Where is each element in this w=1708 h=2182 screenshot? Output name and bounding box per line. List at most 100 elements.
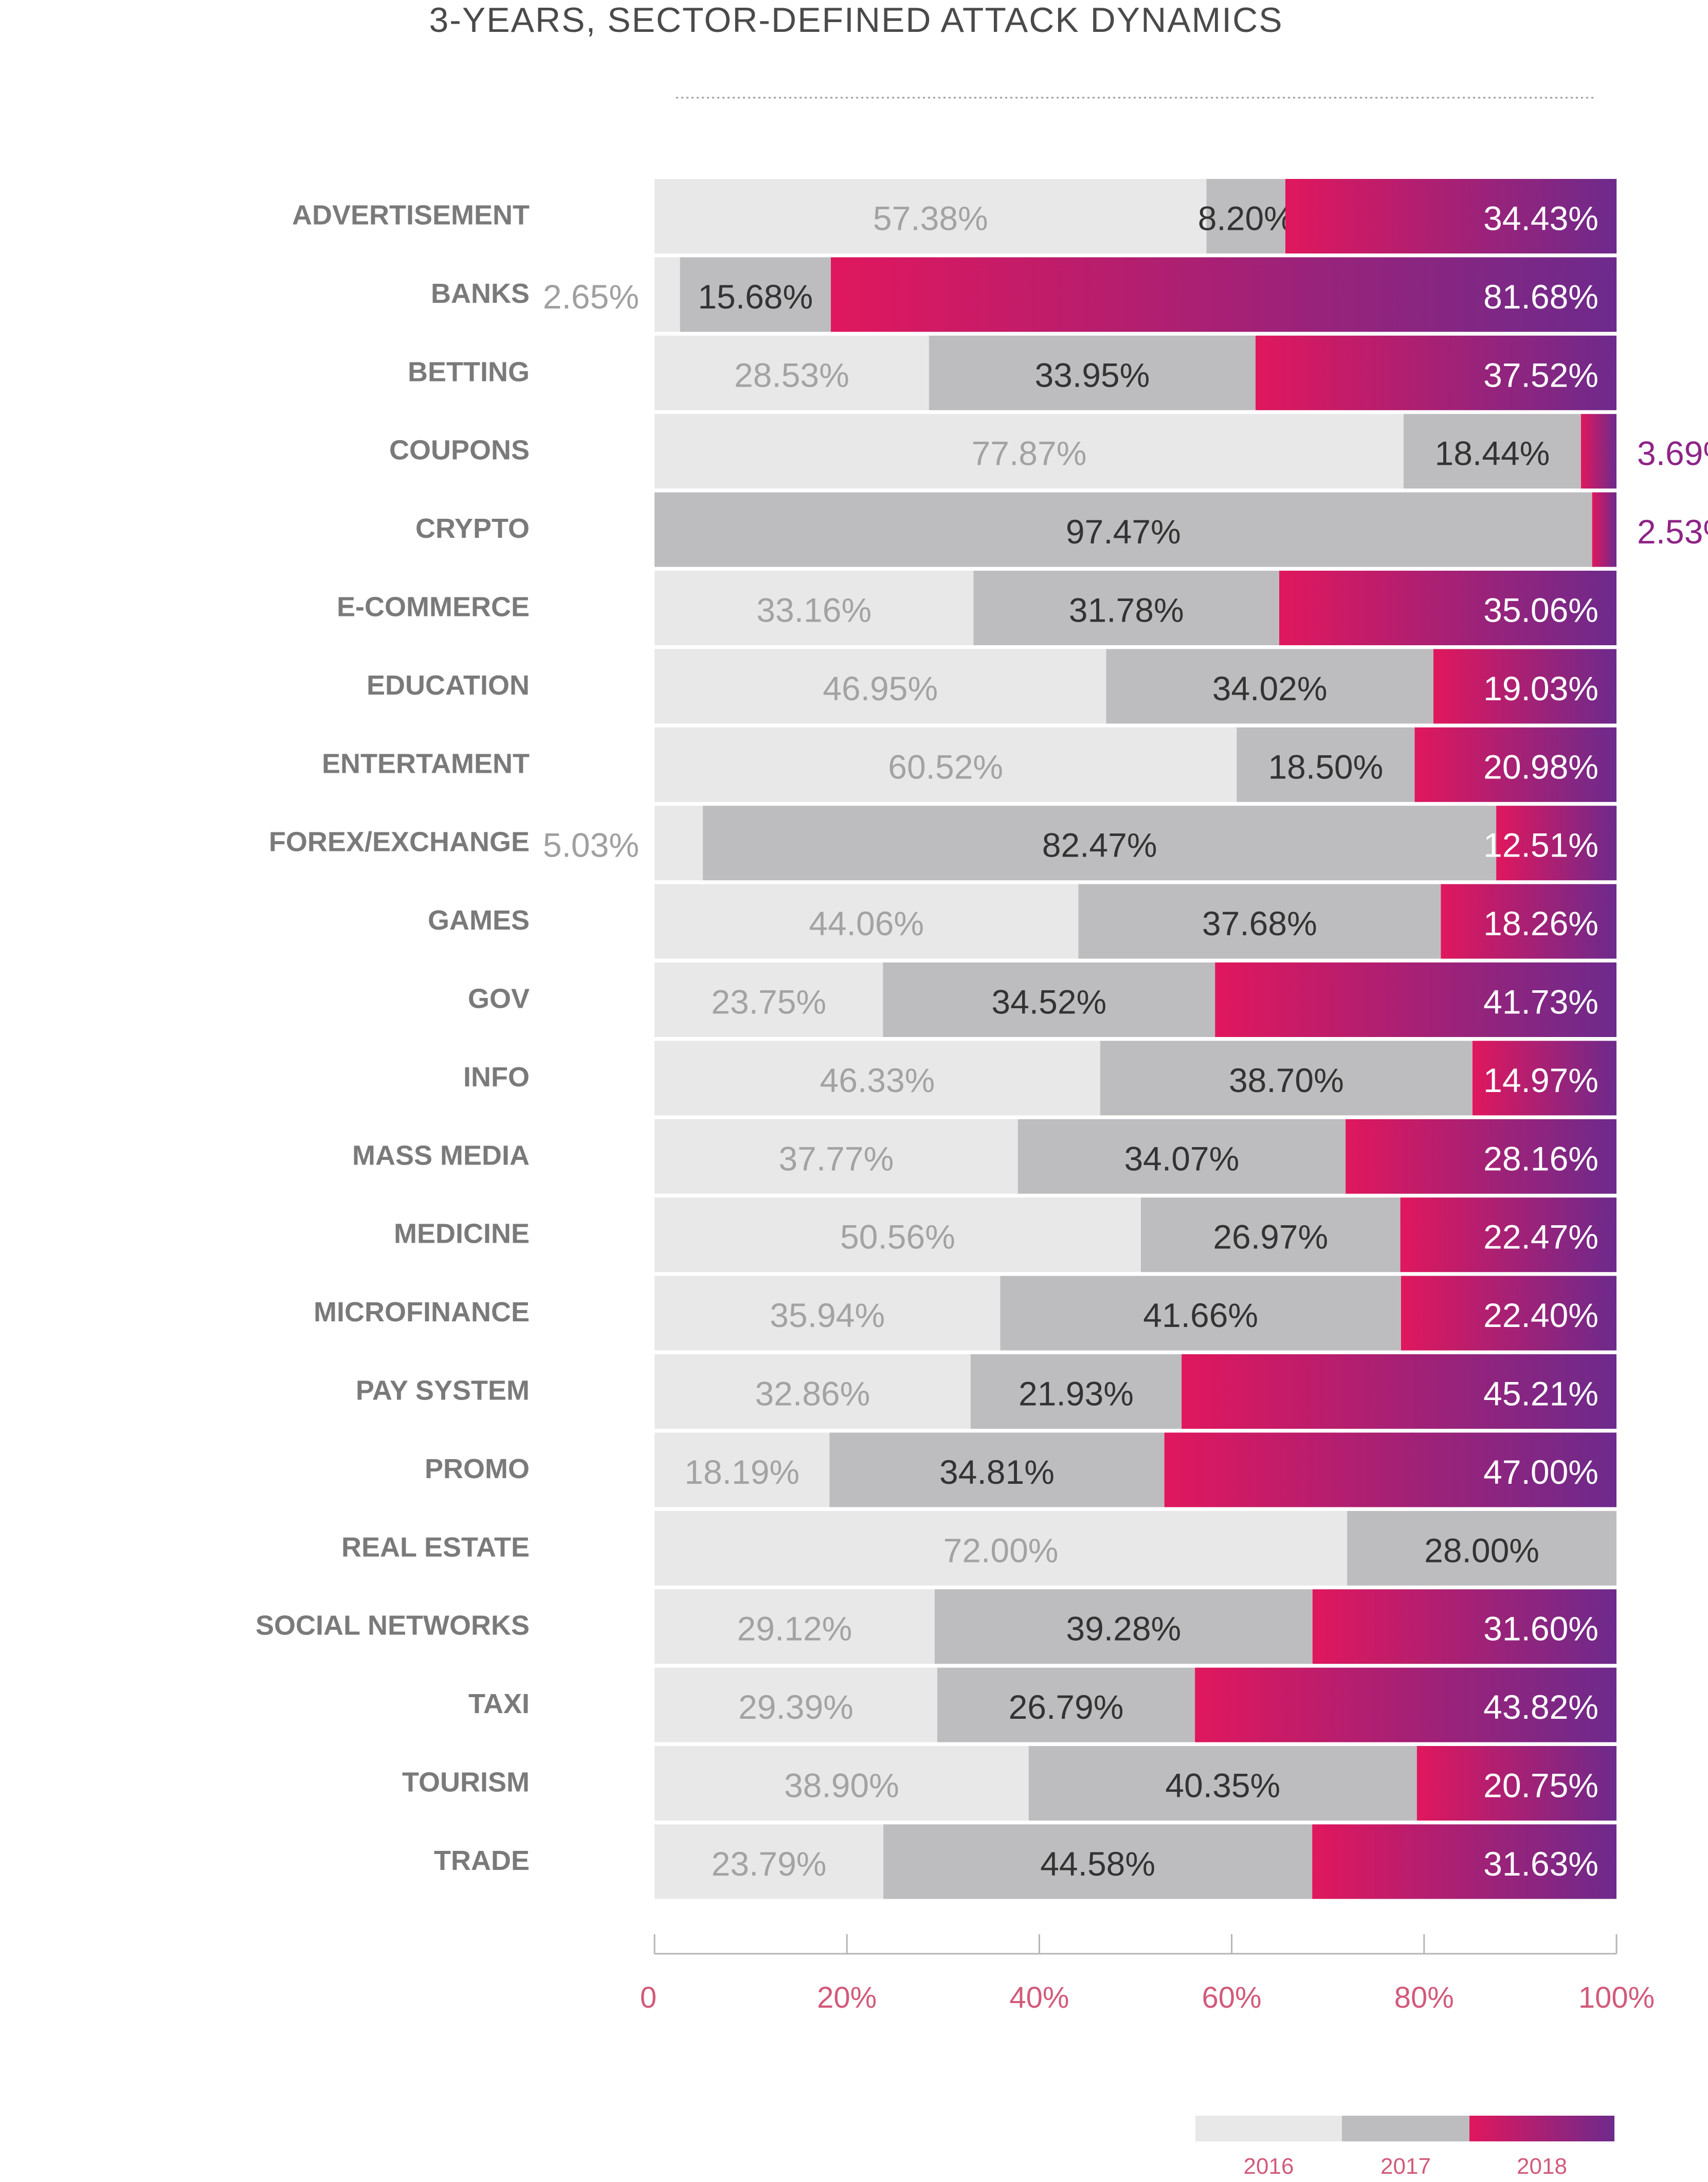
- bar-segment-2017: [655, 492, 1592, 567]
- legend-label-2017: 2017: [1380, 2154, 1431, 2179]
- value-label: 20.98%: [1483, 748, 1598, 786]
- x-tick-label: 100%: [1578, 1981, 1655, 2014]
- bar-segment-2018: [1592, 492, 1616, 567]
- bar-segment-2016: [655, 335, 929, 410]
- legend-label-2016: 2016: [1244, 2154, 1294, 2179]
- value-label: 81.68%: [1483, 278, 1598, 316]
- value-label: 14.97%: [1483, 1061, 1598, 1099]
- bar-segment-2018: [1182, 1354, 1616, 1429]
- value-label: 44.58%: [1040, 1845, 1155, 1883]
- value-label: 44.06%: [809, 904, 924, 942]
- category-label: BANKS: [431, 278, 530, 309]
- value-label: 22.40%: [1483, 1296, 1598, 1334]
- value-label: 31.63%: [1483, 1845, 1598, 1883]
- bar-segment-2016: [655, 884, 1079, 959]
- category-label: E-COMMERCE: [337, 592, 530, 623]
- bar-segment-2017: [1000, 1276, 1401, 1351]
- bar-segment-2016: [655, 1276, 1001, 1351]
- category-label: SOCIAL NETWORKS: [256, 1610, 530, 1641]
- legend: 2016 2017 2018: [1195, 2116, 1614, 2179]
- value-label: 43.82%: [1483, 1688, 1598, 1726]
- value-label: 97.47%: [1066, 513, 1181, 551]
- value-label: 21.93%: [1019, 1375, 1134, 1413]
- value-label: 32.86%: [755, 1375, 870, 1413]
- bar-row: TOURISM 38.90% 40.35% 20.75%: [402, 1746, 1616, 1821]
- bar-segment-2016: [655, 727, 1237, 802]
- bar-segment-2017: [970, 1354, 1182, 1429]
- value-label: 2.65%: [543, 278, 639, 316]
- value-label: 47.00%: [1483, 1453, 1598, 1491]
- value-label: 5.03%: [543, 826, 639, 864]
- value-label: 38.90%: [784, 1767, 899, 1805]
- bar-segment-2016: [655, 1119, 1018, 1194]
- bar-segment-2016: [655, 1746, 1029, 1821]
- category-label: EDUCATION: [367, 670, 530, 701]
- bar-row: INFO 46.33% 38.70% 14.97%: [463, 1041, 1616, 1116]
- value-label: 37.77%: [778, 1139, 894, 1177]
- value-label: 19.03%: [1483, 669, 1598, 707]
- bar-segment-2017: [937, 1667, 1195, 1742]
- value-label: 8.20%: [1198, 199, 1294, 238]
- bar-row: BANKS 2.65% 15.68% 81.68%: [431, 257, 1617, 332]
- bar-segment-2018: [1256, 335, 1616, 410]
- bar-segment-2018: [1433, 649, 1616, 724]
- bar-segment-2016: [655, 649, 1106, 724]
- category-label: TAXI: [468, 1688, 530, 1719]
- bar-segment-2017: [1403, 414, 1581, 489]
- value-label: 26.97%: [1213, 1218, 1328, 1256]
- value-label: 33.16%: [756, 591, 871, 629]
- bar-segment-2016: [655, 179, 1207, 253]
- value-label: 29.12%: [737, 1610, 852, 1648]
- category-label: INFO: [463, 1062, 530, 1093]
- bar-row: MEDICINE 50.56% 26.97% 22.47%: [394, 1197, 1616, 1272]
- value-label: 50.56%: [840, 1218, 955, 1256]
- category-label: ADVERTISEMENT: [292, 200, 530, 231]
- bar-segment-2018: [1285, 179, 1617, 253]
- x-tick-label: 0: [640, 1981, 657, 2014]
- bar-segment-2017: [1106, 649, 1433, 724]
- category-label: GOV: [468, 984, 530, 1014]
- x-tick-label: 40%: [1009, 1981, 1069, 2014]
- value-label: 34.02%: [1212, 669, 1328, 707]
- bar-row: EDUCATION 46.95% 34.02% 19.03%: [367, 649, 1616, 724]
- category-label: PROMO: [425, 1453, 530, 1484]
- bar-segment-2018: [1164, 1432, 1616, 1507]
- bar-segment-2018: [1279, 571, 1616, 645]
- value-label: 18.19%: [684, 1453, 800, 1491]
- value-label: 3.69%: [1637, 434, 1708, 472]
- value-label: 26.79%: [1009, 1688, 1124, 1726]
- bar-segment-2017: [883, 1824, 1313, 1899]
- bar-segment-2017: [703, 806, 1497, 881]
- bars-layer: ADVERTISEMENT 57.38% 8.20% 34.43% BANKS 2.65%…: [256, 179, 1708, 1899]
- bar-row: MICROFINANCE 35.94% 41.66% 22.40%: [314, 1276, 1616, 1351]
- value-label: 38.70%: [1229, 1061, 1344, 1099]
- value-label: 12.51%: [1483, 826, 1598, 864]
- legend-swatch-2017: [1342, 2116, 1469, 2141]
- bar-row: PROMO 18.19% 34.81% 47.00%: [425, 1432, 1616, 1507]
- category-label: MASS MEDIA: [352, 1140, 530, 1171]
- bar-segment-2017: [1206, 179, 1286, 253]
- value-label: 18.44%: [1435, 434, 1550, 472]
- bar-row: FOREX/EXCHANGE 5.03% 82.47% 12.51%: [269, 806, 1617, 881]
- bar-row: COUPONS 77.87% 18.44% 3.69%: [389, 414, 1708, 489]
- value-label: 15.68%: [698, 278, 813, 316]
- value-label: 57.38%: [873, 199, 988, 238]
- bar-segment-2018: [1472, 1041, 1616, 1116]
- bar-segment-2018: [1416, 1746, 1616, 1821]
- value-label: 41.66%: [1143, 1296, 1258, 1334]
- bar-segment-2018: [1215, 962, 1616, 1037]
- category-label: GAMES: [428, 905, 530, 936]
- value-label: 45.21%: [1483, 1375, 1598, 1413]
- value-label: 41.73%: [1483, 983, 1598, 1021]
- bar-segment-2016: [655, 1667, 937, 1742]
- bar-segment-2017: [1140, 1197, 1401, 1272]
- value-label: 46.33%: [820, 1061, 935, 1099]
- bar-segment-2016: [655, 1197, 1141, 1272]
- value-label: 82.47%: [1042, 826, 1157, 864]
- bar-row: GAMES 44.06% 37.68% 18.26%: [428, 884, 1616, 959]
- bar-row: ENTERTAMENT 60.52% 18.50% 20.98%: [322, 727, 1616, 802]
- bar-segment-2018: [1496, 806, 1617, 881]
- value-label: 34.07%: [1124, 1139, 1239, 1177]
- bar-segment-2018: [1441, 884, 1616, 959]
- bar-segment-2017: [829, 1432, 1165, 1507]
